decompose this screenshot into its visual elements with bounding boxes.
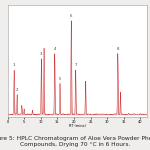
Text: 3: 3 (40, 52, 43, 56)
Text: 8: 8 (117, 47, 119, 51)
Text: 6: 6 (70, 14, 72, 18)
X-axis label: RT (mins): RT (mins) (69, 124, 86, 128)
Text: 1: 1 (13, 63, 15, 67)
Text: Figure 5: HPLC Chromatogram of Aloe Vera Powder Phenol
Compounds, Drying 70 °C i: Figure 5: HPLC Chromatogram of Aloe Vera… (0, 136, 150, 147)
Text: 5: 5 (59, 77, 61, 81)
Text: 2: 2 (16, 88, 18, 92)
Text: 7: 7 (74, 63, 77, 67)
Text: 4: 4 (53, 47, 56, 51)
